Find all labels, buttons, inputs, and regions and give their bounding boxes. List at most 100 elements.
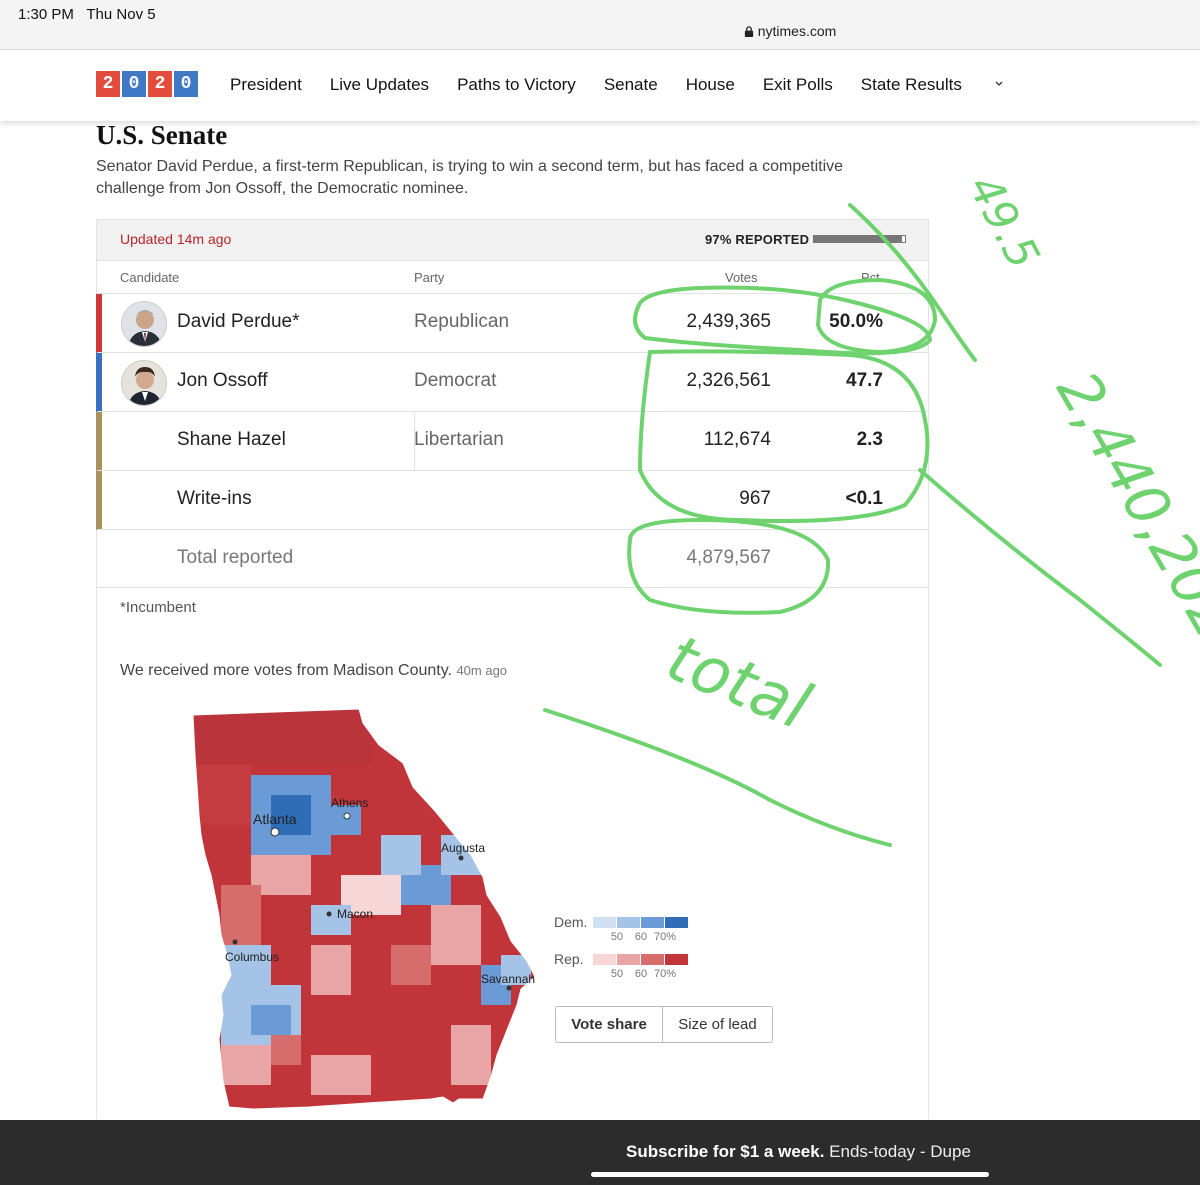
home-indicator bbox=[591, 1172, 989, 1177]
legend-tick: 50 bbox=[610, 931, 624, 943]
city-label-savannah: Savannah bbox=[481, 972, 535, 986]
georgia-county-map[interactable]: Athens Atlanta Augusta Macon Columbus Sa… bbox=[191, 705, 551, 1130]
logo-digit: 0 bbox=[122, 71, 146, 97]
candidate-name: Shane Hazel bbox=[177, 429, 286, 450]
results-header: Updated 14m ago 97% REPORTED bbox=[97, 220, 928, 261]
column-header-candidate: Candidate bbox=[120, 270, 180, 285]
city-markers bbox=[232, 812, 512, 991]
status-time: 1:30 PM Thu Nov 5 bbox=[18, 6, 156, 23]
party-color-stripe bbox=[96, 412, 102, 471]
total-row: Total reported 4,879,567 bbox=[97, 529, 928, 588]
legend-tick: 60 bbox=[634, 931, 648, 943]
legend-swatch bbox=[665, 954, 688, 965]
total-votes: 4,879,567 bbox=[686, 547, 771, 568]
city-label-augusta: Augusta bbox=[441, 841, 485, 855]
candidate-row: Shane Hazel Libertarian 112,674 2.3 bbox=[96, 411, 928, 471]
nav-links: President Live Updates Paths to Victory … bbox=[230, 75, 1031, 95]
logo-digit: 0 bbox=[174, 71, 198, 97]
candidate-votes: 112,674 bbox=[703, 429, 771, 450]
vote-share-button[interactable]: Vote share bbox=[556, 1007, 663, 1042]
candidate-pct: 47.7 bbox=[846, 370, 883, 391]
candidate-pct: 2.3 bbox=[856, 429, 883, 450]
nav-link-senate[interactable]: Senate bbox=[603, 75, 658, 94]
city-label-columbus: Columbus bbox=[225, 950, 279, 964]
county-update-note: We received more votes from Madison Coun… bbox=[120, 662, 507, 680]
candidate-row: Write-ins 967 <0.1 bbox=[96, 470, 928, 530]
legend-dem-scale bbox=[593, 917, 688, 928]
state-outline bbox=[192, 708, 536, 1110]
legend-swatch bbox=[593, 954, 616, 965]
url-text: nytimes.com bbox=[757, 23, 837, 39]
election-2020-logo[interactable]: 2 0 2 0 bbox=[96, 71, 198, 97]
page-title: U.S. Senate bbox=[96, 120, 228, 150]
legend-tick: 70% bbox=[653, 968, 677, 980]
subscribe-banner[interactable]: Subscribe for $1 a week. Ends-today - Du… bbox=[0, 1120, 1200, 1185]
legend-swatch bbox=[641, 917, 664, 928]
ink-stroke bbox=[918, 468, 1162, 667]
lock-icon bbox=[744, 26, 753, 37]
total-label: Total reported bbox=[177, 547, 294, 568]
column-header-pct: Pct. bbox=[861, 270, 884, 285]
reported-progress-bar bbox=[813, 235, 906, 243]
results-table: Updated 14m ago 97% REPORTED Candidate P… bbox=[96, 219, 929, 1119]
candidate-votes: 2,326,561 bbox=[686, 370, 771, 391]
candidate-name: Write-ins bbox=[177, 488, 252, 509]
party-color-stripe bbox=[96, 353, 102, 412]
legend-rep-scale bbox=[593, 954, 688, 965]
election-nav: 2 0 2 0 President Live Updates Paths to … bbox=[0, 51, 1200, 121]
column-divider bbox=[414, 412, 415, 471]
subscribe-detail: Ends-today - Dupe bbox=[829, 1142, 971, 1161]
nav-link-exit-polls[interactable]: Exit Polls bbox=[762, 75, 833, 94]
legend-swatch bbox=[617, 917, 640, 928]
county-note-time: 40m ago bbox=[456, 663, 508, 678]
logo-digit: 2 bbox=[148, 71, 172, 97]
nav-link-paths-to-victory[interactable]: Paths to Victory bbox=[457, 75, 576, 94]
city-label-macon: Macon bbox=[337, 907, 373, 921]
county-note-text: We received more votes from Madison Coun… bbox=[120, 662, 452, 679]
column-header-party: Party bbox=[414, 270, 445, 285]
candidate-name: Jon Ossoff bbox=[177, 370, 268, 391]
updated-time: Updated 14m ago bbox=[120, 231, 232, 247]
candidate-row: David Perdue* Republican 2,439,365 50.0% bbox=[96, 293, 928, 353]
candidate-votes: 967 bbox=[739, 488, 771, 509]
nav-link-president[interactable]: President bbox=[230, 75, 302, 94]
candidate-party: Libertarian bbox=[414, 429, 504, 450]
reported-progress-fill bbox=[814, 236, 903, 242]
chevron-down-icon bbox=[995, 81, 1003, 86]
legend-rep-label: Rep. bbox=[554, 951, 584, 967]
legend-dem-ticks: 50 60 70% bbox=[605, 931, 677, 943]
candidate-pct: <0.1 bbox=[845, 488, 883, 509]
legend-dem-label: Dem. bbox=[554, 914, 588, 930]
candidate-votes: 2,439,365 bbox=[686, 311, 771, 332]
party-color-stripe bbox=[96, 294, 102, 353]
ink-text-49-5: 49.5 bbox=[958, 167, 1049, 277]
candidate-name: David Perdue* bbox=[177, 311, 300, 332]
address-bar[interactable]: nytimes.com bbox=[0, 23, 1200, 39]
ink-text-2440202: 2,440,202 bbox=[1043, 360, 1200, 650]
column-header-votes: Votes bbox=[725, 270, 758, 285]
reported-label: 97% REPORTED bbox=[705, 232, 810, 247]
nav-link-live-updates[interactable]: Live Updates bbox=[329, 75, 430, 94]
nav-link-state-results[interactable]: State Results bbox=[861, 75, 1003, 95]
candidate-party: Democrat bbox=[414, 370, 497, 391]
party-color-stripe bbox=[96, 471, 102, 530]
status-bar: 1:30 PM Thu Nov 5 nytimes.com bbox=[0, 0, 1200, 50]
legend-tick: 50 bbox=[610, 968, 624, 980]
legend-swatch bbox=[641, 954, 664, 965]
nav-link-house[interactable]: House bbox=[685, 75, 735, 94]
candidate-pct: 50.0% bbox=[829, 311, 883, 332]
logo-digit: 2 bbox=[96, 71, 120, 97]
legend-rep-ticks: 50 60 70% bbox=[605, 968, 677, 980]
legend-swatch bbox=[665, 917, 688, 928]
incumbent-note: *Incumbent bbox=[120, 599, 196, 616]
city-label-athens: Athens bbox=[331, 796, 368, 810]
legend-swatch bbox=[593, 917, 616, 928]
candidate-party: Republican bbox=[414, 311, 510, 332]
subscribe-offer: Subscribe for $1 a week. bbox=[626, 1142, 825, 1161]
legend-tick: 60 bbox=[634, 968, 648, 980]
size-of-lead-button[interactable]: Size of lead bbox=[663, 1007, 772, 1042]
legend-tick: 70% bbox=[653, 931, 677, 943]
city-label-atlanta: Atlanta bbox=[253, 811, 297, 827]
subscribe-text[interactable]: Subscribe for $1 a week. Ends-today - Du… bbox=[626, 1142, 971, 1162]
legend-swatch bbox=[617, 954, 640, 965]
